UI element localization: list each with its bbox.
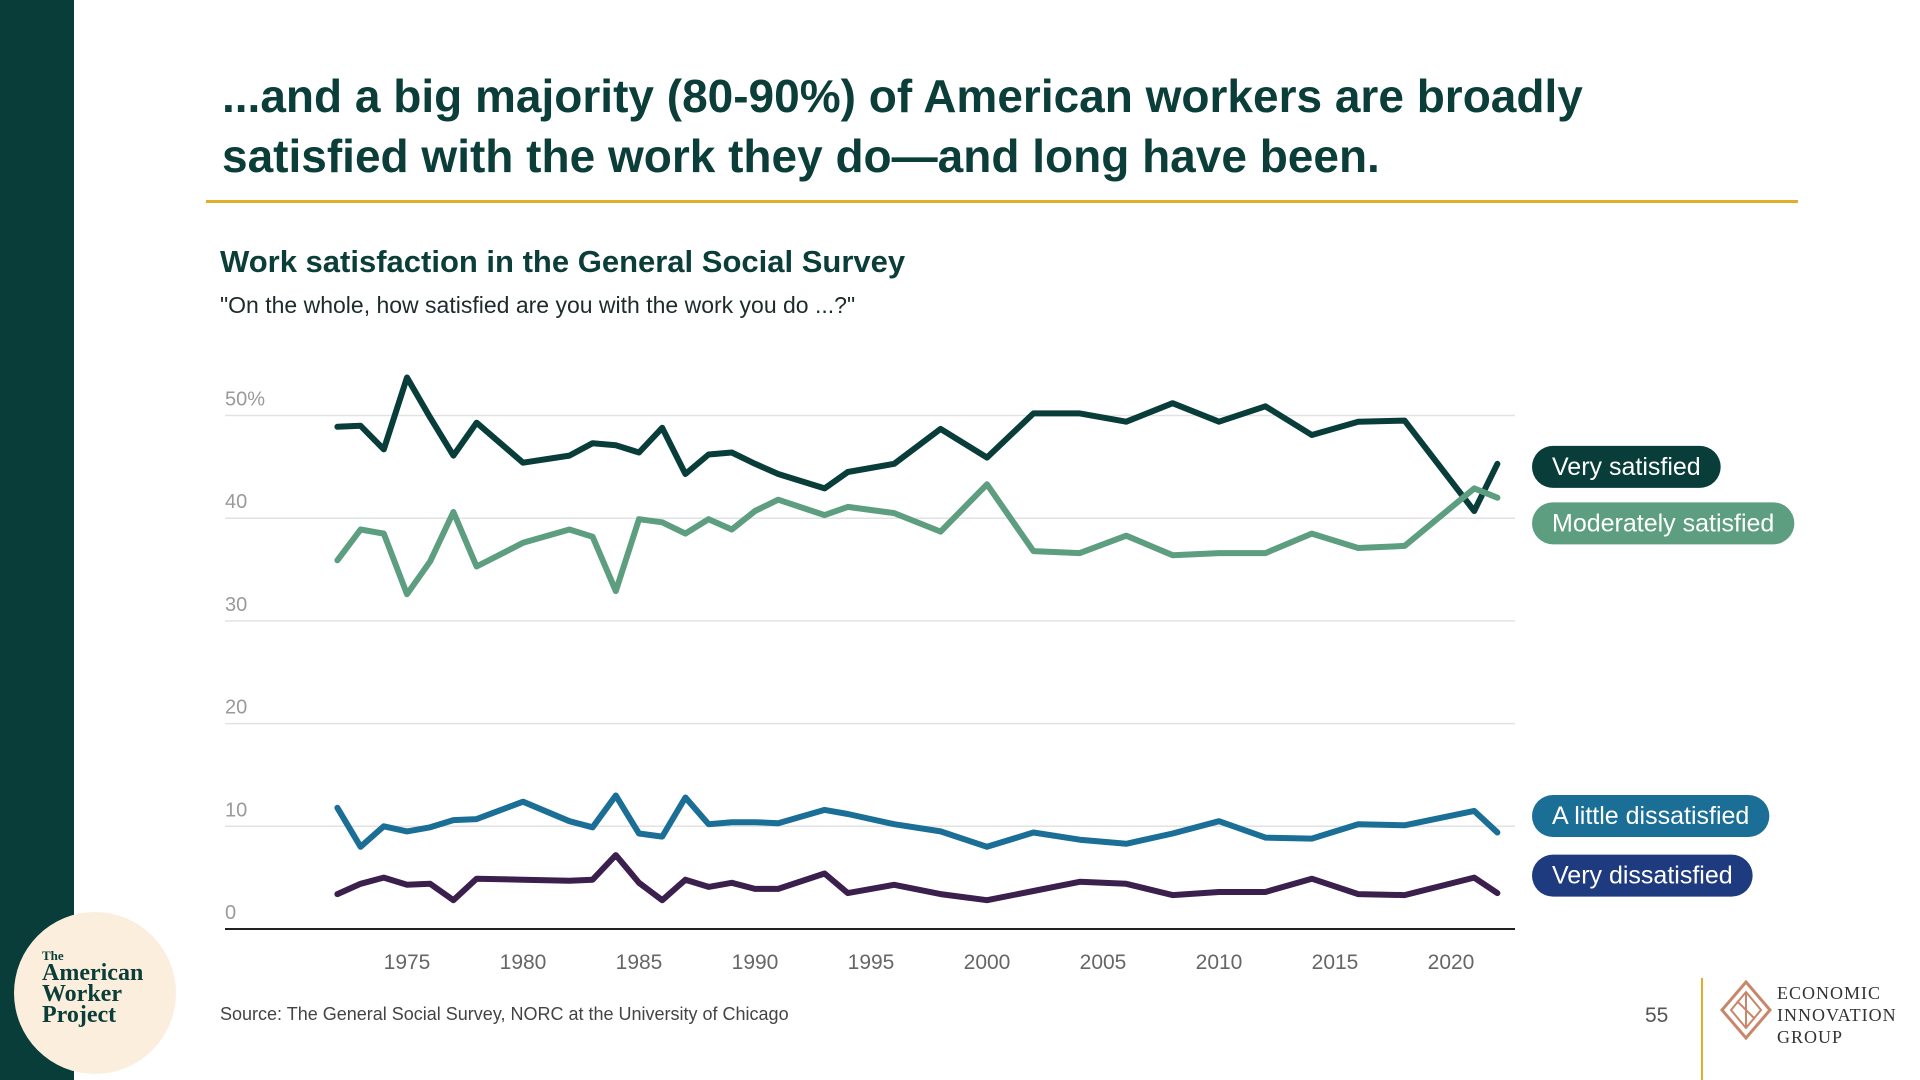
x-tick-label: 2015: [1312, 951, 1359, 974]
y-tick-label: 50%: [225, 389, 265, 411]
legend-item: Moderately satisfied: [1532, 502, 1795, 545]
chart-legend: Very satisfied Moderately satisfied A litt…: [1532, 445, 1795, 897]
legend-label: Very dissatisfied: [1552, 862, 1733, 890]
chart-series: [334, 374, 1501, 904]
source-note: Source: The General Social Survey, NORC …: [220, 1004, 789, 1024]
headline-divider: [206, 200, 1798, 203]
legend-item: A little dissatisfied: [1532, 795, 1770, 838]
awp-logo-line: American: [42, 960, 144, 986]
sidebar-band: [0, 0, 74, 1080]
x-tick-label: 2020: [1428, 951, 1475, 974]
awp-logo-line: Worker: [42, 981, 122, 1007]
y-tick-label: 40: [225, 491, 247, 513]
x-tick-label: 1975: [384, 951, 431, 974]
eig-wordmark-line: INNOVATION: [1777, 1005, 1897, 1025]
eig-wordmark-line: ECONOMIC: [1777, 983, 1882, 1003]
x-tick-label: 1985: [616, 951, 663, 974]
legend-pill: [1532, 795, 1770, 838]
chart-axes: 0 10 20 30 40 50% 1975 1980 1985 1990 1995 2000 2005…: [225, 389, 1515, 974]
y-tick-label: 30: [225, 594, 247, 616]
awp-badge: [14, 912, 176, 1074]
legend-pill: [1532, 445, 1721, 488]
legend-pill: [1532, 854, 1753, 897]
footer-divider: [1701, 978, 1703, 1080]
page-headline: ...and a big majority (80-90%) of Americ…: [222, 70, 1583, 182]
chart-subtitle: "On the whole, how satisfied are you wit…: [220, 292, 856, 318]
series-line: [334, 481, 1501, 598]
x-tick-label: 1995: [848, 951, 895, 974]
chart-gridlines: [225, 414, 1515, 828]
x-tick-label: 2005: [1080, 951, 1127, 974]
page-number: 55: [1645, 1004, 1669, 1027]
legend-item: Very dissatisfied: [1532, 854, 1753, 897]
eig-wordmark: ECONOMIC INNOVATION GROUP: [1777, 982, 1920, 1048]
x-tick-label: 1990: [732, 951, 779, 974]
awp-logo-text: The American Worker Project: [42, 948, 162, 1028]
x-tick-label: 2010: [1196, 951, 1243, 974]
series-line: [334, 374, 1501, 514]
x-tick-label: 1980: [500, 951, 547, 974]
awp-logo-the: The: [42, 948, 64, 963]
y-tick-label: 10: [225, 799, 247, 821]
x-tick-label: 2000: [964, 951, 1011, 974]
eig-diamond-logo-icon: [1720, 980, 1772, 1040]
legend-pill: [1532, 502, 1795, 545]
legend-item: Very satisfied: [1532, 445, 1721, 488]
awp-logo-line: Project: [42, 1002, 117, 1028]
y-tick-label: 0: [225, 902, 236, 924]
eig-wordmark-line: GROUP: [1777, 1027, 1844, 1047]
legend-label: Moderately satisfied: [1552, 509, 1774, 537]
y-tick-label: 20: [225, 697, 247, 719]
series-line: [334, 792, 1501, 850]
legend-label: Very satisfied: [1552, 453, 1701, 481]
chart-title: Work satisfaction in the General Social …: [220, 244, 906, 279]
legend-label: A little dissatisfied: [1552, 802, 1749, 830]
series-line: [334, 852, 1501, 904]
